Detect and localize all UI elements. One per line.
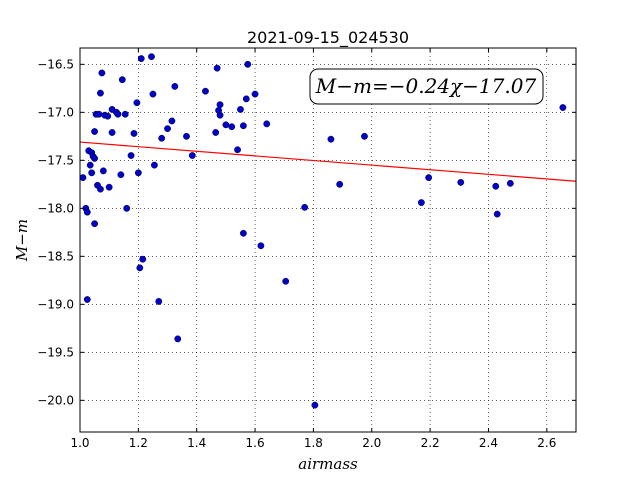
data-point bbox=[123, 204, 131, 212]
data-point bbox=[239, 229, 247, 237]
x-tick-label: 1.2 bbox=[129, 436, 148, 450]
data-point bbox=[164, 125, 171, 133]
data-point bbox=[213, 64, 221, 72]
data-point bbox=[105, 183, 113, 191]
y-tick-label: −18.5 bbox=[37, 249, 74, 263]
x-tick-label: 2.6 bbox=[537, 436, 556, 450]
data-point bbox=[216, 111, 224, 119]
data-point bbox=[104, 112, 112, 120]
chart-title: 2021-09-15_024530 bbox=[247, 28, 409, 48]
data-point bbox=[98, 69, 106, 77]
y-tick-label: −19.5 bbox=[37, 345, 74, 359]
data-point bbox=[139, 255, 147, 263]
y-tick-label: −18.0 bbox=[37, 201, 74, 215]
data-point bbox=[327, 135, 335, 143]
data-point bbox=[282, 277, 290, 285]
y-tick-label: −17.0 bbox=[37, 105, 74, 119]
data-point bbox=[148, 53, 155, 61]
data-point bbox=[493, 210, 501, 218]
data-point bbox=[237, 106, 244, 113]
x-tick-label: 1.4 bbox=[187, 436, 206, 450]
data-point bbox=[150, 161, 158, 169]
data-point bbox=[234, 146, 241, 154]
data-point bbox=[88, 169, 96, 177]
data-point bbox=[183, 132, 190, 140]
data-point bbox=[257, 242, 265, 250]
data-points bbox=[79, 53, 567, 409]
data-point bbox=[216, 101, 224, 109]
y-tick-label: −17.5 bbox=[37, 153, 74, 167]
data-point bbox=[117, 171, 125, 179]
data-point bbox=[136, 264, 144, 272]
x-tick-label: 1.6 bbox=[246, 436, 265, 450]
x-axis-label: airmass bbox=[298, 455, 358, 473]
data-point bbox=[361, 132, 368, 140]
data-point bbox=[149, 90, 157, 98]
data-point bbox=[188, 152, 196, 159]
data-point bbox=[137, 55, 145, 62]
data-point bbox=[244, 60, 252, 68]
data-point bbox=[263, 120, 271, 128]
y-tick-label: −16.5 bbox=[37, 57, 74, 71]
data-point bbox=[130, 130, 138, 137]
data-point bbox=[457, 178, 465, 186]
data-point bbox=[417, 199, 425, 206]
x-tick-label: 1.8 bbox=[304, 436, 323, 450]
x-tick-label: 2.0 bbox=[362, 436, 381, 450]
x-tick-label: 1.0 bbox=[70, 436, 89, 450]
data-point bbox=[127, 152, 135, 159]
data-point bbox=[158, 134, 166, 142]
data-point bbox=[506, 179, 514, 187]
y-tick-label: −20.0 bbox=[37, 393, 74, 407]
data-point bbox=[155, 298, 163, 305]
data-point bbox=[239, 122, 247, 130]
data-point bbox=[97, 185, 104, 193]
data-point bbox=[83, 208, 91, 216]
fit-line-layer bbox=[79, 141, 577, 182]
fit-annotation: M−m=−0.24χ−17.07 bbox=[309, 68, 544, 105]
data-point bbox=[174, 335, 182, 343]
data-point bbox=[91, 154, 98, 162]
data-point bbox=[212, 129, 220, 136]
data-point bbox=[202, 87, 209, 95]
data-point bbox=[336, 180, 344, 188]
data-point bbox=[91, 128, 98, 135]
data-point bbox=[86, 161, 94, 169]
grid-lines bbox=[79, 48, 576, 432]
data-point bbox=[492, 182, 500, 190]
data-point bbox=[228, 123, 236, 131]
data-point bbox=[242, 95, 250, 103]
data-point bbox=[133, 99, 141, 107]
data-point bbox=[114, 110, 122, 118]
y-tick-label: −19.0 bbox=[37, 297, 74, 311]
y-axis-label: M−m bbox=[13, 219, 31, 262]
data-point bbox=[222, 121, 230, 129]
x-tick-label: 2.4 bbox=[479, 436, 498, 450]
data-point bbox=[311, 401, 319, 409]
x-tick-label: 2.2 bbox=[421, 436, 440, 450]
data-point bbox=[95, 110, 103, 118]
fit-line bbox=[79, 141, 577, 182]
axis-ticks: 1.0 1.2 1.4 1.6 1.8 2.0 2.2 2.4 2.6 −16.5 −17.0 −17… bbox=[37, 48, 576, 450]
data-point bbox=[168, 117, 176, 125]
data-point bbox=[301, 203, 309, 211]
data-point bbox=[559, 104, 567, 111]
plot-frame bbox=[79, 47, 577, 433]
data-point bbox=[91, 220, 98, 228]
data-point bbox=[83, 296, 91, 303]
data-point bbox=[118, 76, 126, 84]
data-point bbox=[134, 169, 142, 177]
data-point bbox=[99, 167, 107, 175]
data-point bbox=[251, 90, 259, 98]
annotation-box bbox=[309, 68, 544, 105]
data-point bbox=[108, 129, 116, 136]
data-point bbox=[425, 174, 433, 182]
data-point bbox=[79, 174, 87, 182]
data-point bbox=[171, 83, 179, 90]
annotation-text: M−m=−0.24χ−17.07 bbox=[315, 74, 537, 98]
data-point bbox=[121, 110, 129, 118]
data-point bbox=[97, 89, 104, 97]
